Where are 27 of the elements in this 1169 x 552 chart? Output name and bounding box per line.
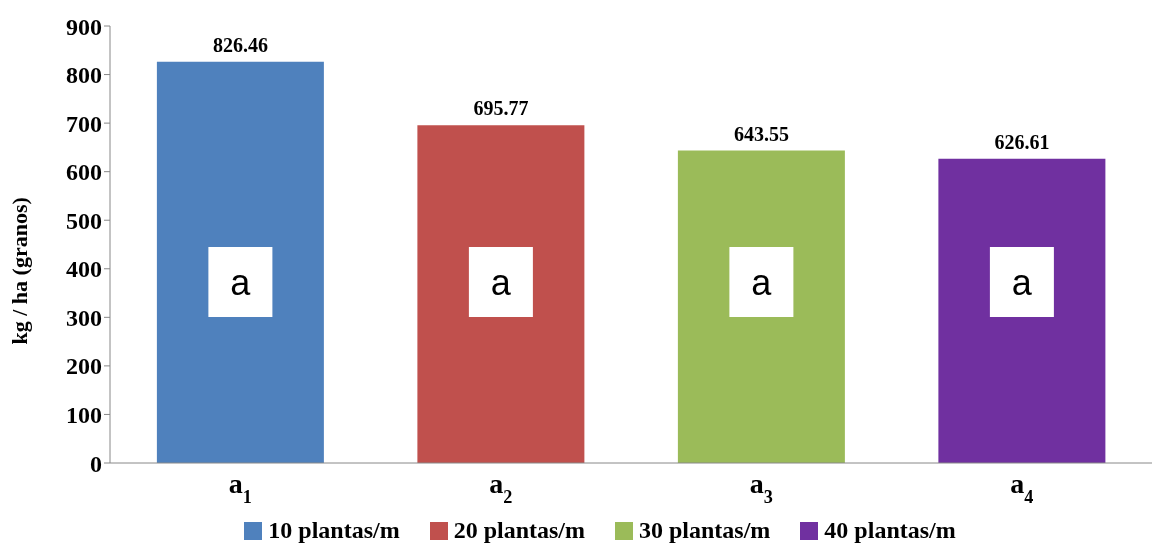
x-tick-label: a$_{4}$ bbox=[1010, 468, 1034, 507]
y-tick-label: 800 bbox=[66, 62, 102, 89]
data-label: 626.61 bbox=[994, 130, 1050, 153]
legend-label: 40 plantas/m bbox=[824, 517, 956, 544]
data-label: 695.77 bbox=[473, 97, 529, 120]
annotation: a bbox=[230, 262, 252, 303]
annotation: a bbox=[490, 262, 512, 303]
x-tick-label: a$_{3}$ bbox=[749, 468, 773, 507]
y-tick-label: 700 bbox=[66, 110, 102, 137]
y-tick-label: 600 bbox=[66, 159, 102, 186]
annotation: a bbox=[751, 262, 773, 303]
legend-label: 10 plantas/m bbox=[268, 517, 400, 544]
y-axis-title: kg / ha (granos) bbox=[6, 197, 32, 345]
legend-label: 20 plantas/m bbox=[453, 517, 585, 544]
y-tick-label: 400 bbox=[66, 256, 102, 283]
y-tick-label: 900 bbox=[66, 13, 102, 40]
x-tick-label: a$_{2}$ bbox=[489, 468, 513, 507]
y-tick-label: 100 bbox=[66, 401, 102, 428]
legend-label: 30 plantas/m bbox=[639, 517, 771, 544]
x-tick-label: a$_{1}$ bbox=[228, 468, 252, 507]
data-label: 643.55 bbox=[733, 122, 789, 145]
y-tick-label: 300 bbox=[66, 304, 102, 331]
data-label: 826.46 bbox=[212, 33, 268, 56]
y-tick-label: 500 bbox=[66, 207, 102, 234]
y-tick-label: 0 bbox=[90, 450, 102, 477]
y-tick-label: 200 bbox=[66, 353, 102, 380]
annotation: a bbox=[1011, 262, 1033, 303]
